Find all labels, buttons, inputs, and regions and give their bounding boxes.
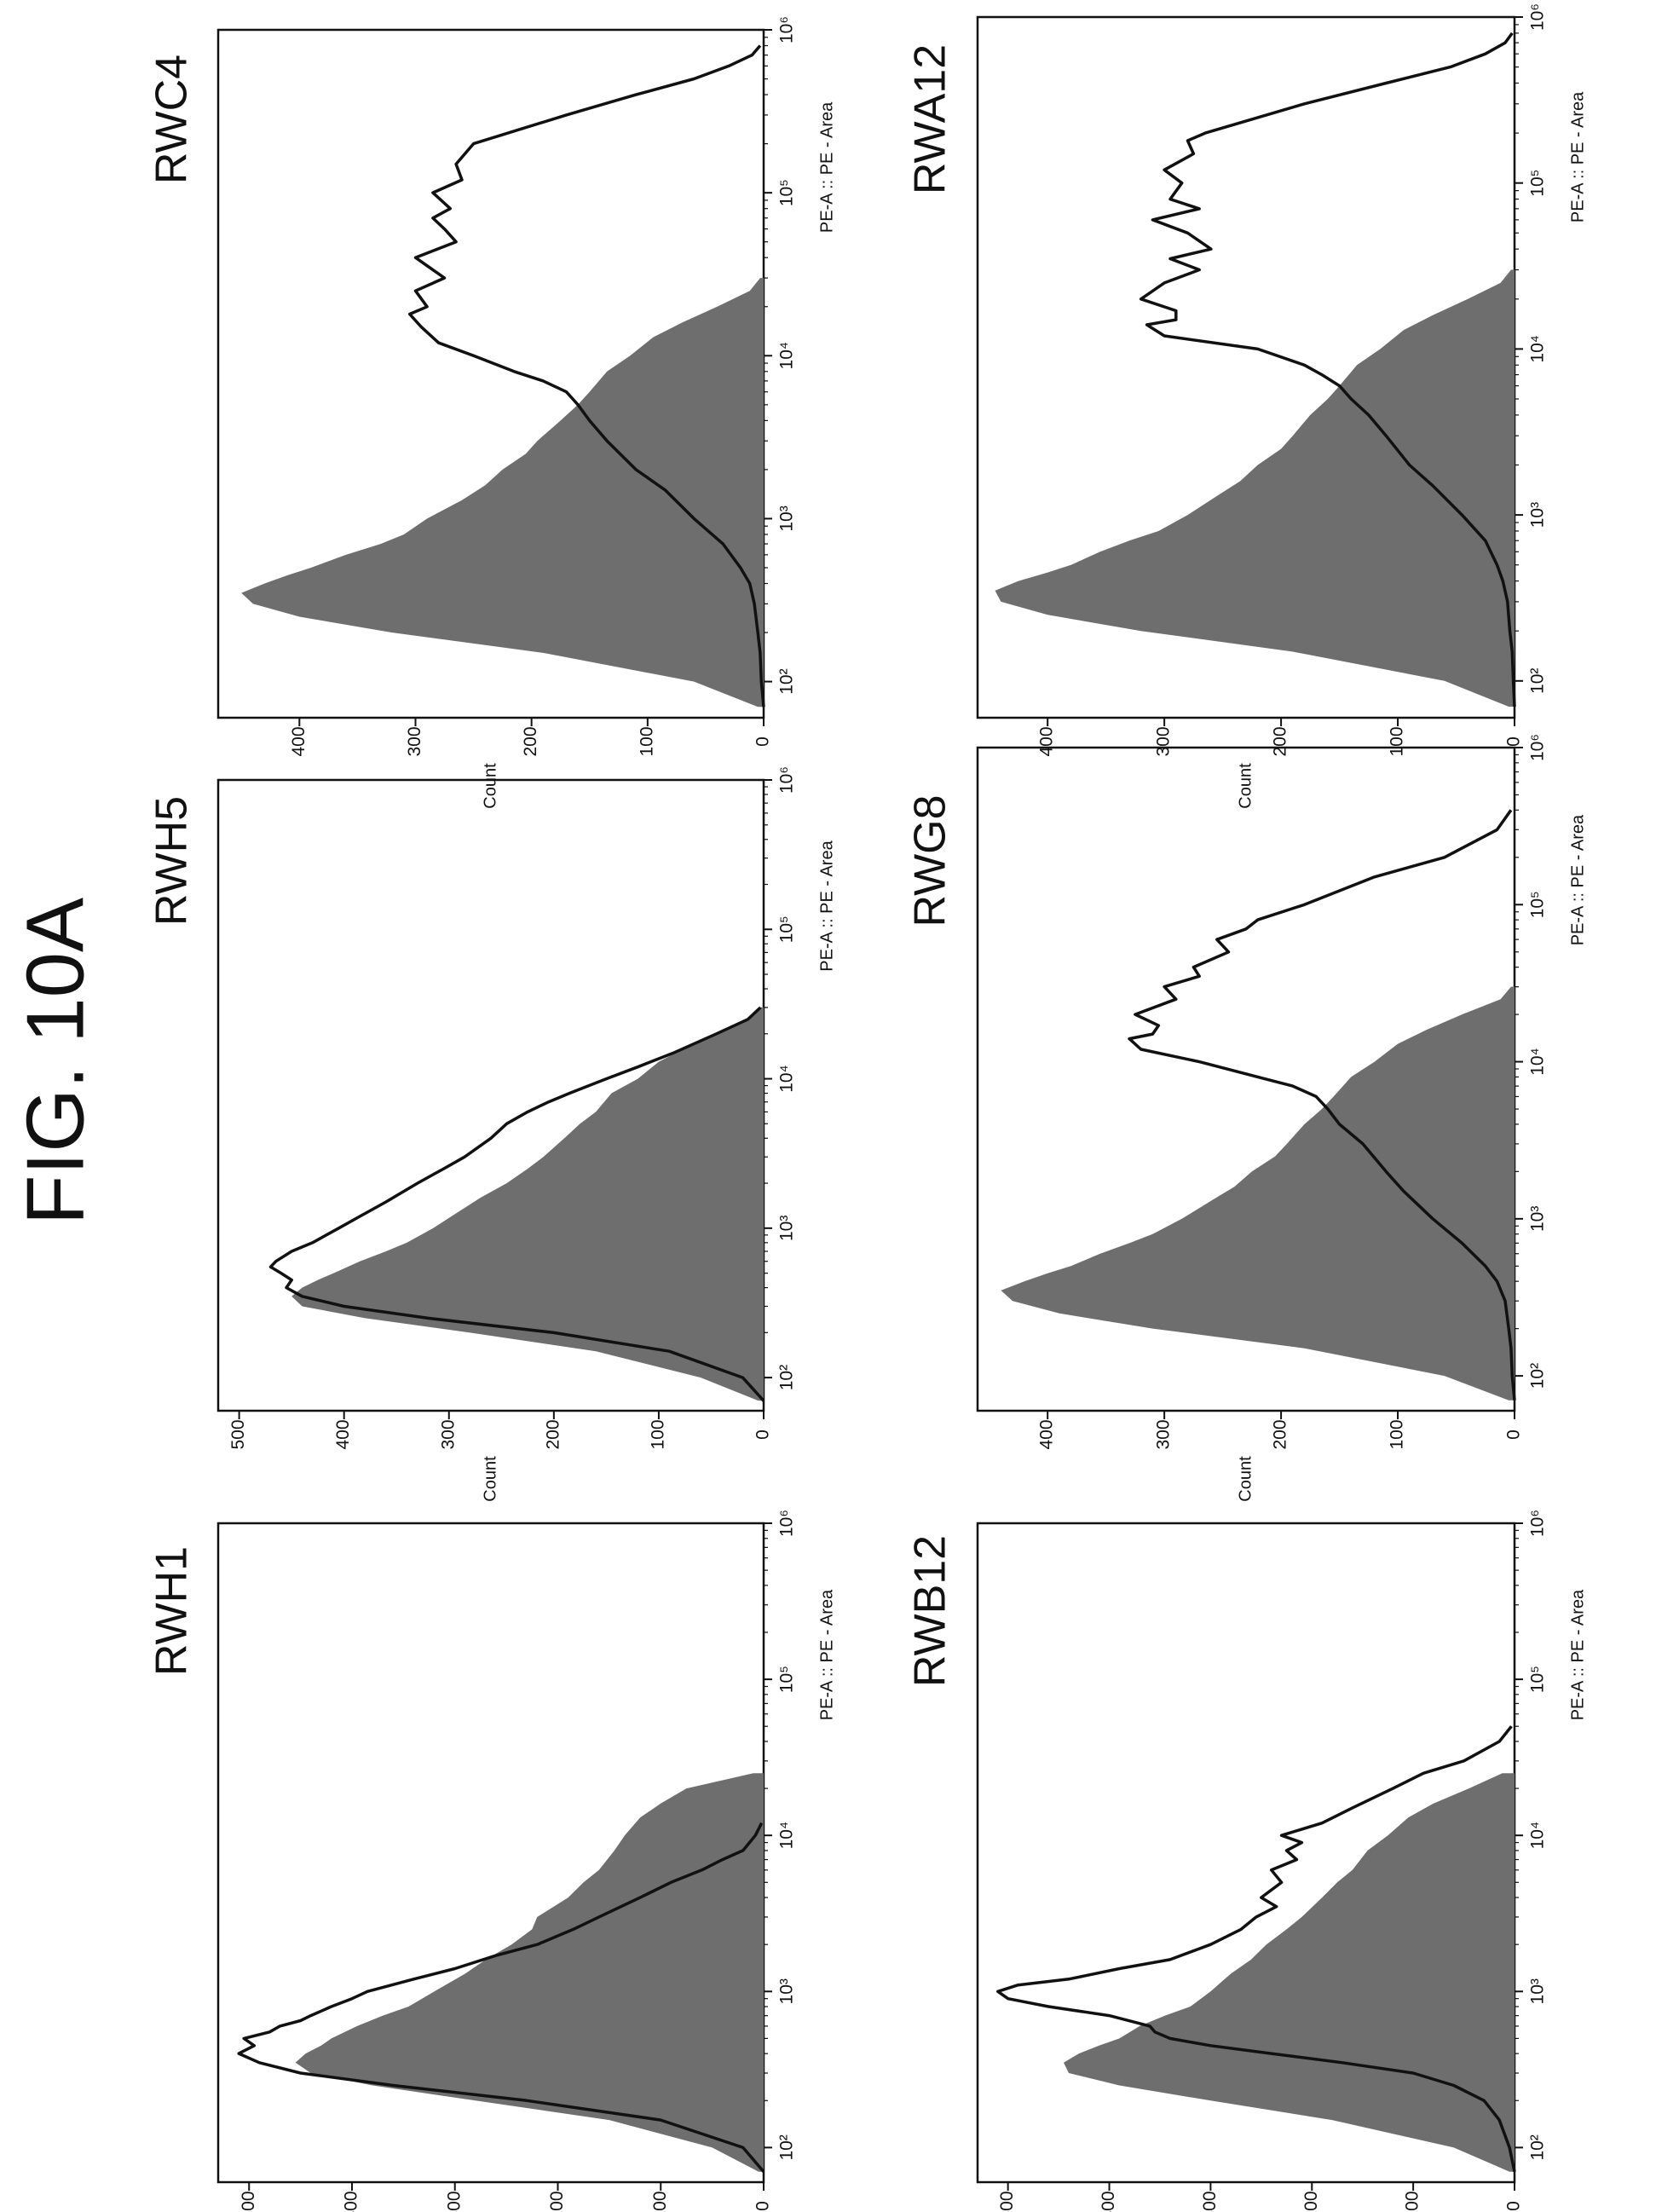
count-tick-label: 500 (239, 2191, 258, 2212)
figure-title: FIG. 10A (9, 898, 101, 1225)
count-axis-label: Count (481, 763, 499, 809)
count-tick-label: 200 (1271, 726, 1290, 756)
count-tick-label: 300 (444, 2191, 464, 2212)
panel-rwh1: RWH1 010020030040050010²10³10⁴10⁵10⁶Coun… (147, 1510, 837, 2212)
panel-rwb12: RWB12 010020030040050010²10³10⁴10⁵10⁶Cou… (906, 1510, 1588, 2212)
panel-rwh5: RWH5 0 100 200 300 400 500 10² 10³ 10⁴ 10⁵ 10⁶ Coun… (147, 766, 837, 1502)
count-tick-label: 100 (648, 1419, 667, 1449)
count-tick-label: 400 (1099, 2191, 1118, 2212)
series-filled-histogram (995, 269, 1515, 707)
series-filled-histogram (1001, 986, 1515, 1401)
panel-title: RWH1 (147, 1546, 197, 1676)
intensity-tick-label: 10⁴ (1528, 1822, 1548, 1849)
count-tick-label: 0 (753, 2201, 773, 2211)
count-tick-label: 200 (543, 1419, 563, 1449)
count-tick-label: 200 (521, 726, 540, 756)
series-filled-histogram (295, 1773, 765, 2172)
intensity-tick-label: 10² (1528, 1363, 1548, 1389)
intensity-tick-label: 10⁶ (777, 766, 797, 794)
intensity-tick-label: 10⁴ (777, 1065, 797, 1092)
count-tick-label: 400 (342, 2191, 361, 2212)
intensity-axis-label: PE-A :: PE - Area (1568, 1589, 1587, 1720)
intensity-tick-label: 10⁴ (1528, 1048, 1548, 1075)
panel-rwc4: RWC4 0 100 200 300 400 10² 10³ 10⁴ 10⁵ 10⁶ Count PE… (147, 16, 837, 809)
count-axis-label: Count (481, 1456, 499, 1502)
count-tick-label: 100 (650, 2191, 670, 2212)
panel-title: RWA12 (906, 44, 955, 194)
intensity-tick-label: 10⁵ (777, 179, 797, 206)
series-line-histogram (268, 1006, 765, 1402)
intensity-tick-label: 10⁶ (1528, 3, 1548, 31)
intensity-tick-label: 10⁶ (1528, 734, 1548, 761)
count-tick-label: 300 (405, 726, 424, 756)
intensity-tick-label: 10² (1528, 668, 1548, 694)
panel-title: RWH5 (147, 796, 197, 926)
series-line-histogram (996, 1725, 1516, 2173)
intensity-tick-label: 10² (777, 1365, 797, 1390)
count-tick-label: 300 (1154, 726, 1174, 756)
count-axis-label: Count (1236, 763, 1255, 809)
count-tick-label: 400 (289, 726, 309, 756)
intensity-tick-label: 10⁵ (777, 1666, 797, 1693)
count-tick-label: 500 (997, 2191, 1017, 2212)
intensity-tick-label: 10⁴ (1528, 335, 1548, 362)
series-filled-histogram (291, 1007, 764, 1401)
count-tick-label: 200 (1301, 2191, 1321, 2212)
intensity-tick-label: 10² (777, 2134, 797, 2160)
count-tick-label: 300 (438, 1419, 458, 1449)
count-tick-label: 400 (1037, 1419, 1057, 1449)
count-tick-label: 0 (1504, 1429, 1524, 1440)
intensity-axis-label: PE-A :: PE - Area (817, 840, 836, 971)
intensity-tick-label: 10⁶ (777, 16, 797, 43)
count-tick-label: 100 (1403, 2191, 1422, 2212)
count-axis-label: Count (1236, 1456, 1255, 1502)
count-tick-label: 100 (1388, 726, 1407, 756)
count-tick-label: 400 (333, 1419, 353, 1449)
intensity-tick-label: 10³ (777, 1978, 797, 2004)
count-tick-label: 500 (228, 1419, 248, 1449)
intensity-tick-label: 10³ (1528, 1206, 1548, 1232)
intensity-tick-label: 10⁵ (777, 915, 797, 943)
intensity-axis-label: PE-A :: PE - Area (817, 1589, 836, 1720)
intensity-tick-label: 10³ (777, 505, 797, 531)
count-tick-label: 0 (753, 736, 773, 747)
panel-title: RWG8 (906, 794, 955, 927)
intensity-axis-label: PE-A :: PE - Area (1568, 91, 1587, 222)
intensity-tick-label: 10² (1528, 2134, 1548, 2160)
count-tick-label: 300 (1154, 1419, 1174, 1449)
panel-title: RWB12 (906, 1535, 955, 1687)
intensity-tick-label: 10⁵ (1528, 1666, 1548, 1693)
intensity-tick-label: 10³ (1528, 502, 1548, 528)
panel-rwa12: RWA12 0 100 200 300 400 10² 10³ 10⁴ 10⁵ 10⁶ Count P… (906, 3, 1588, 809)
intensity-axis-label: PE-A :: PE - Area (1568, 814, 1587, 945)
count-tick-label: 0 (1504, 2201, 1524, 2211)
count-tick-label: 0 (1504, 736, 1524, 747)
series-line-histogram (1139, 32, 1516, 707)
series-line-histogram (1128, 809, 1516, 1401)
intensity-tick-label: 10² (777, 668, 797, 694)
count-tick-label: 200 (547, 2191, 567, 2212)
count-tick-label: 0 (753, 1429, 773, 1440)
intensity-tick-label: 10⁶ (1528, 1510, 1548, 1537)
count-tick-label: 100 (637, 726, 656, 756)
series-line-histogram (407, 44, 765, 707)
count-tick-label: 100 (1388, 1419, 1407, 1449)
intensity-tick-label: 10⁴ (777, 1822, 797, 1849)
intensity-axis-label: PE-A :: PE - Area (817, 101, 836, 233)
series-filled-histogram (241, 278, 764, 707)
intensity-tick-label: 10³ (777, 1216, 797, 1241)
series-line-histogram (237, 1822, 765, 2173)
count-tick-label: 300 (1200, 2191, 1220, 2212)
count-tick-label: 200 (1271, 1419, 1290, 1449)
count-tick-label: 400 (1037, 726, 1057, 756)
intensity-tick-label: 10⁴ (777, 342, 797, 369)
intensity-tick-label: 10⁵ (1528, 891, 1548, 918)
intensity-tick-label: 10³ (1528, 1978, 1548, 2004)
intensity-tick-label: 10⁶ (777, 1510, 797, 1537)
panel-rwg8: RWG8 0 100 200 300 400 10² 10³ 10⁴ 10⁵ 10⁶ Count PE… (906, 734, 1588, 1502)
intensity-tick-label: 10⁵ (1528, 170, 1548, 197)
panel-title: RWC4 (147, 55, 197, 184)
